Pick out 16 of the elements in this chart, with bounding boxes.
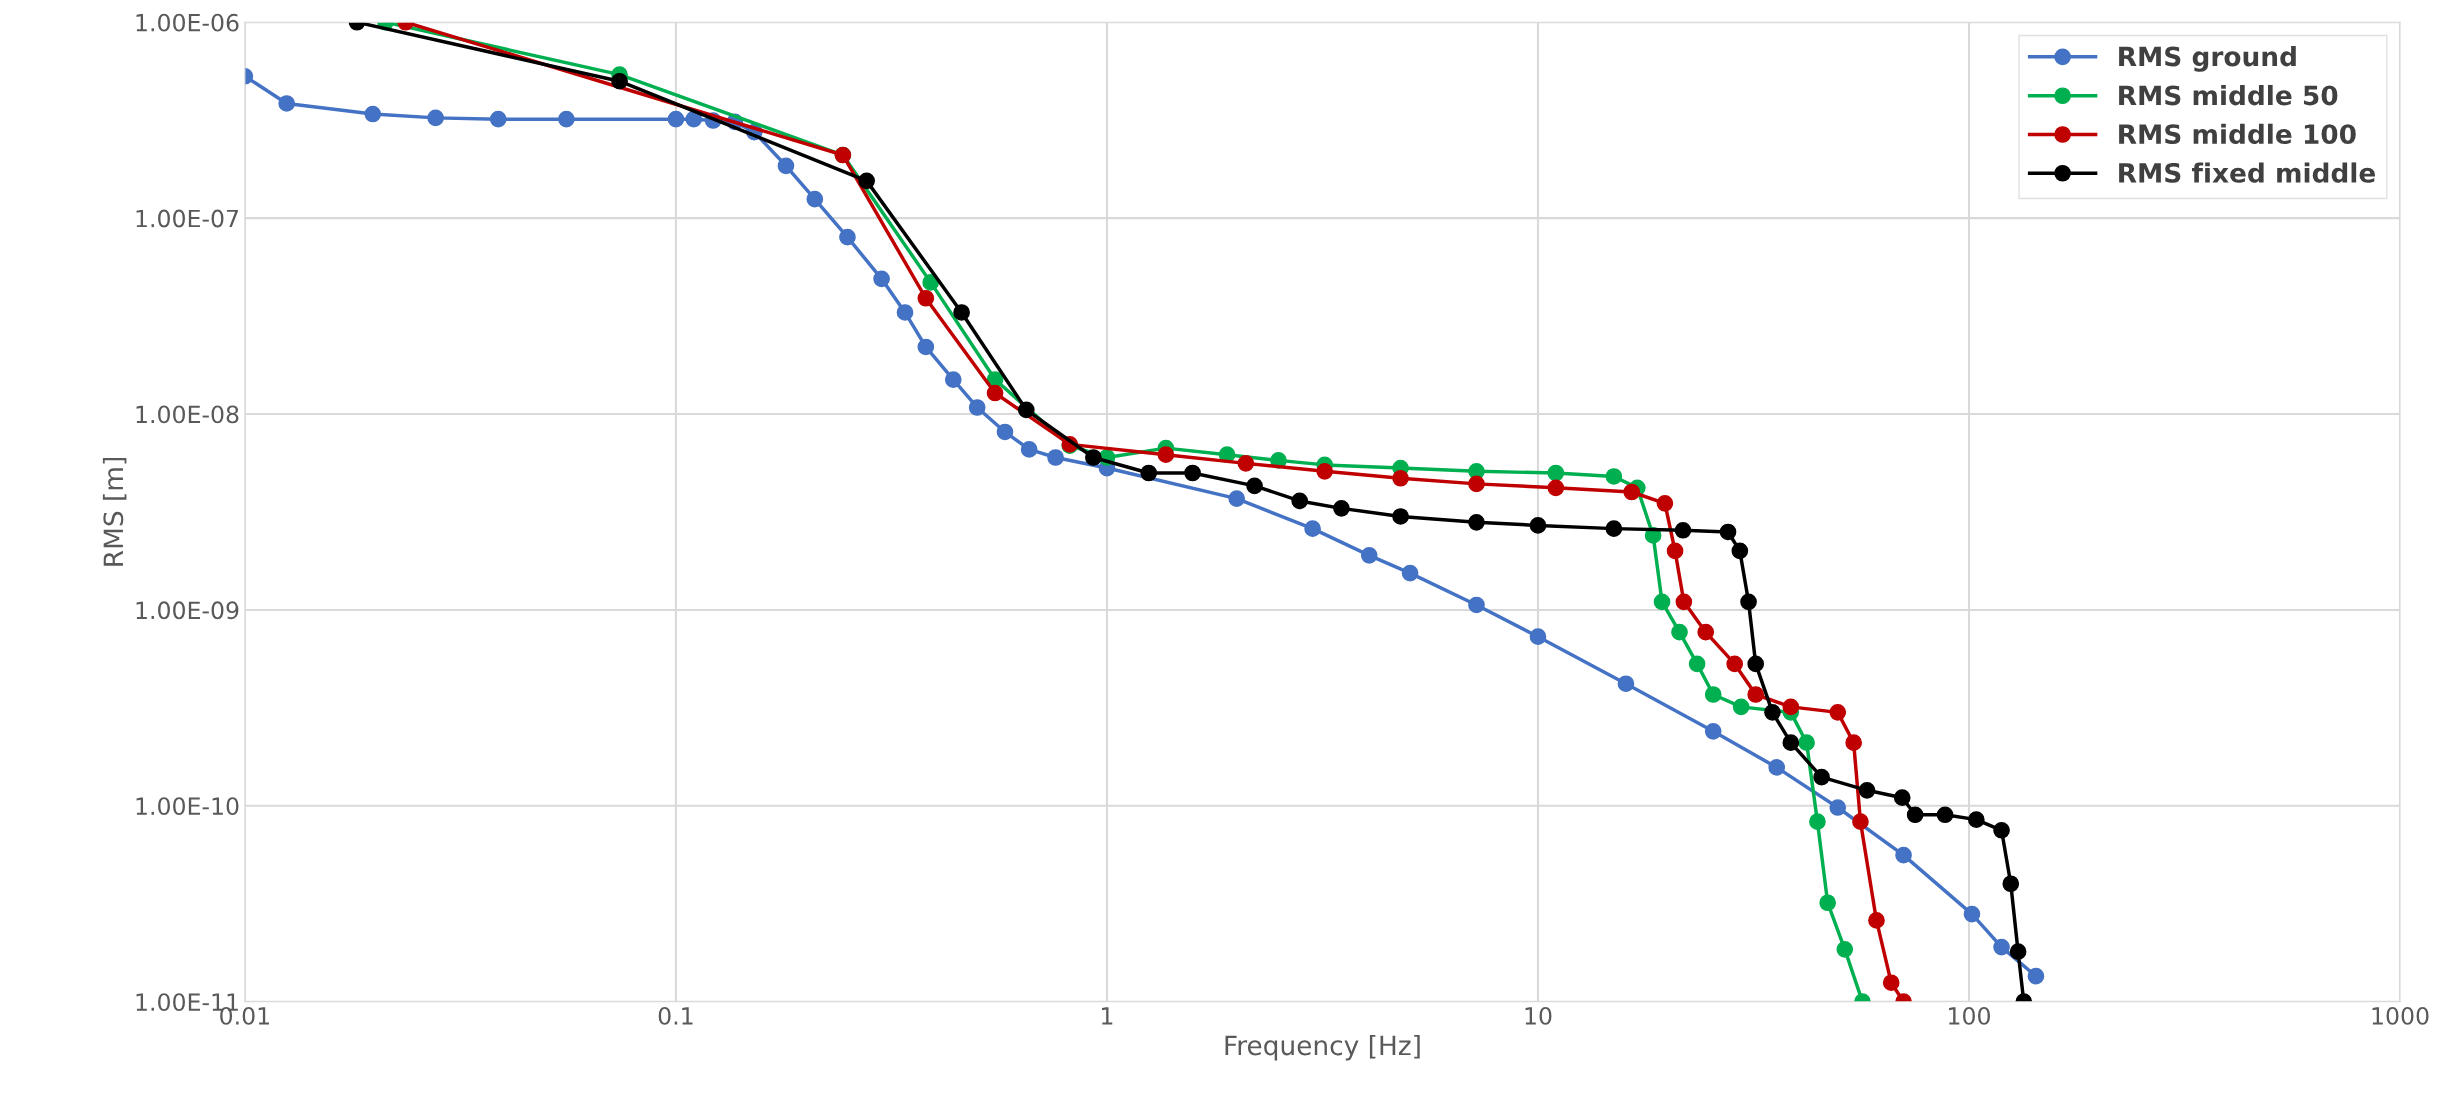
- y-tick-label: 1.00E-08: [136, 405, 239, 424]
- legend-label: RMS middle 50: [2119, 84, 2338, 106]
- x-axis-title: Frequency [Hz]: [1225, 1034, 1420, 1061]
- x-tick-label: 10: [1525, 1006, 1552, 1025]
- x-tick-label: 1: [1102, 1007, 1113, 1025]
- legend-label: RMS ground: [2119, 46, 2296, 72]
- y-tick-label: 1.00E-06: [136, 13, 239, 32]
- x-tick-label: 0.1: [658, 1006, 693, 1025]
- x-tick-label: 1000: [2372, 1006, 2429, 1025]
- legend-label: RMS fixed middle: [2119, 162, 2375, 183]
- y-axis-title: RMS [m]: [102, 457, 127, 566]
- y-tick-label: 1.00E-09: [136, 601, 239, 620]
- y-tick-label: 1.00E-10: [136, 797, 239, 816]
- y-tick-label: 1.00E-07: [136, 209, 239, 228]
- legend-label: RMS middle 100: [2119, 123, 2356, 145]
- x-tick-label: 100: [1949, 1006, 1990, 1025]
